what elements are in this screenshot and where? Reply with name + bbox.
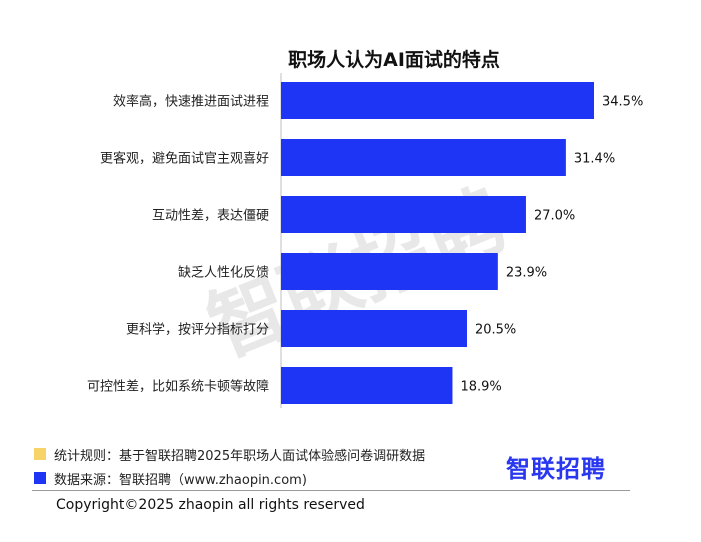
value-label: 34.5% [602, 95, 643, 110]
category-label: 更科学，按评分指标打分 [126, 322, 269, 338]
category-label: 更客观，避免面试官主观喜好 [100, 151, 269, 167]
zhaopin-logo: 智联招聘 [506, 455, 606, 483]
chart: 智联招聘 职场人认为AI面试的特点 效率高，快速推进面试进程 34.5%更客观，避… [87, 48, 643, 408]
bar [281, 367, 453, 404]
value-label: 18.9% [460, 380, 501, 395]
bar [281, 196, 526, 233]
bar [281, 253, 498, 290]
category-label: 互动性差，表达僵硬 [152, 209, 269, 224]
category-label: 可控性差，比如系统卡顿等故障 [87, 379, 269, 395]
note-stat-rule: 统计规则：基于智联招聘2025年职场人面试体验感问卷调研数据 [54, 448, 426, 464]
notes: 统计规则：基于智联招聘2025年职场人面试体验感问卷调研数据 数据来源：智联招聘… [34, 443, 425, 491]
category-label: 效率高，快速推进面试进程 [113, 94, 269, 110]
note-data-source: 数据来源：智联招聘（www.zhaopin.com) [54, 472, 307, 488]
category-label: 缺乏人性化反馈 [178, 266, 269, 281]
bars-group: 效率高，快速推进面试进程 34.5% 更客观，避免面试官主观喜好 31.4% 互动性差，… [87, 82, 643, 404]
chart-title: 职场人认为AI面试的特点 [288, 48, 500, 71]
value-label: 31.4% [574, 152, 615, 167]
value-label: 27.0% [534, 209, 575, 224]
value-label: 20.5% [475, 323, 516, 338]
copyright: Copyright©2025 zhaopin all rights reserv… [56, 497, 365, 513]
divider [32, 490, 630, 491]
value-label: 23.9% [506, 266, 547, 281]
bar [281, 310, 467, 347]
note-swatch-stat [34, 448, 46, 460]
bar [281, 139, 566, 176]
note-row: 数据来源：智联招聘（www.zhaopin.com) [34, 467, 425, 489]
note-swatch-source [34, 472, 46, 484]
bar [281, 82, 594, 119]
note-row: 统计规则：基于智联招聘2025年职场人面试体验感问卷调研数据 [34, 443, 425, 465]
